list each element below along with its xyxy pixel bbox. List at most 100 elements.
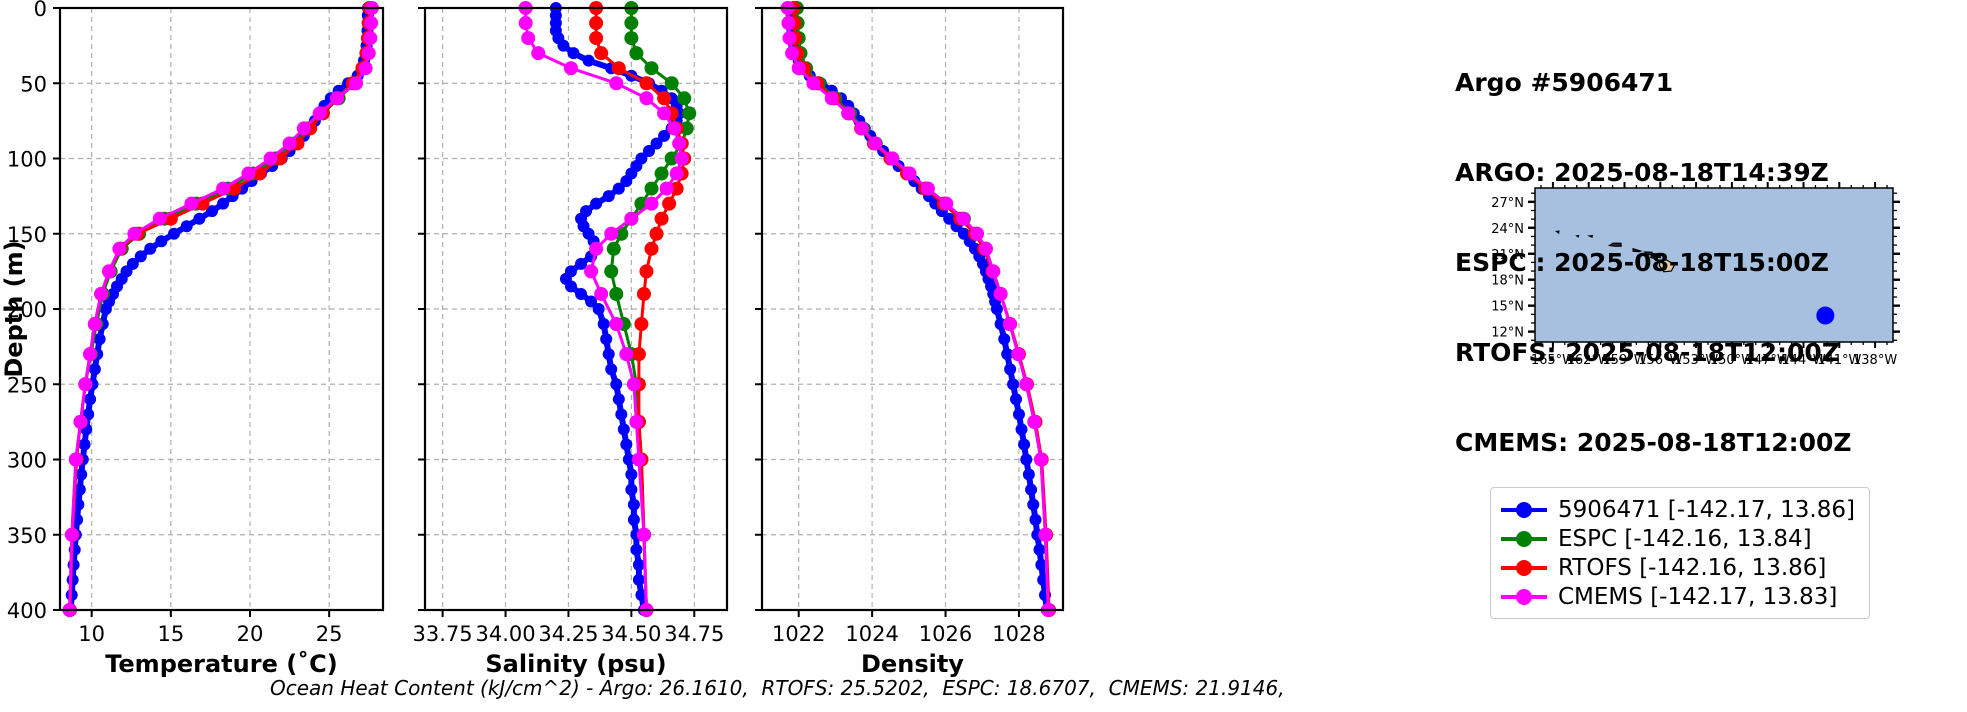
series-marker-cmems (594, 286, 609, 301)
x-tick-label: 25 (316, 622, 343, 646)
map-x-tick-label: 144°W (1781, 353, 1825, 368)
series-marker-5906471 (1012, 408, 1025, 421)
series-marker-5906471 (620, 175, 633, 188)
island-shape (1658, 259, 1676, 273)
map-y-tick-label: 12°N (1491, 326, 1524, 341)
series-marker-5906471 (632, 573, 645, 586)
island-shape (1607, 242, 1622, 247)
series-marker-5906471 (75, 468, 88, 481)
series-marker-cmems (657, 106, 672, 121)
island-shape (1643, 251, 1653, 256)
island-shape (1575, 234, 1580, 238)
series-marker-rtofs (611, 61, 626, 76)
map-x-tick-label: 165°W (1531, 353, 1575, 368)
series-marker-5906471 (1027, 498, 1040, 511)
series-marker-5906471 (1029, 513, 1042, 526)
profile-panel-temperature: 10 15 20 25 Temperature (˚C) 0 50 100 150 200 250 3… (7, 0, 385, 678)
series-marker-5906471 (658, 129, 671, 142)
series-marker-cmems (1002, 317, 1017, 332)
series-marker-cmems (970, 226, 985, 241)
legend-item[interactable]: 5906471 [-142.17, 13.86] (1501, 495, 1855, 524)
series-marker-5906471 (217, 197, 230, 210)
espc-time-line: ESPC : 2025-08-18T15:00Z (1455, 248, 1829, 277)
series-marker-cmems (216, 181, 231, 196)
series-marker-5906471 (575, 287, 588, 300)
series-marker-cmems (782, 31, 797, 46)
map-x-tick-label: 147°W (1746, 353, 1790, 368)
series-marker-cmems (584, 264, 599, 279)
legend-item[interactable]: RTOFS [-142.16, 13.86] (1501, 553, 1855, 582)
series-marker-5906471 (630, 543, 643, 556)
series-marker-5906471 (625, 468, 638, 481)
series-marker-5906471 (998, 333, 1011, 346)
series-marker-espc (604, 264, 619, 279)
y-tick-label: 250 (7, 373, 47, 397)
series-marker-5906471 (144, 242, 157, 255)
series-marker-5906471 (610, 378, 623, 391)
y-tick-label: 350 (7, 524, 47, 548)
y-tick-label: 200 (7, 298, 47, 322)
series-marker-5906471 (943, 212, 956, 225)
legend: 5906471 [-142.17, 13.86] ESPC [-142.16, … (1490, 487, 1870, 619)
series-marker-5906471 (600, 333, 613, 346)
profile-panel-salinity: 33.75 34.00 34.25 34.50 34.75 Salinity (psu) (413, 1, 729, 678)
series-marker-cmems (674, 151, 689, 166)
series-marker-5906471 (632, 558, 645, 571)
series-marker-espc (679, 121, 694, 136)
series-marker-cmems (841, 106, 856, 121)
series-marker-5906471 (627, 498, 640, 511)
series-marker-5906471 (627, 513, 640, 526)
series-marker-5906471 (1015, 423, 1028, 436)
ocean-heat-content-caption: Ocean Heat Content (kJ/cm^2) - Argo: 26.… (270, 676, 1285, 700)
series-marker-espc (654, 166, 669, 181)
series-marker-rtofs (631, 347, 646, 362)
series-marker-rtofs (589, 31, 604, 46)
series-marker-espc (677, 91, 692, 106)
series-marker-rtofs (657, 91, 672, 106)
legend-item[interactable]: ESPC [-142.16, 13.84] (1501, 524, 1855, 553)
series-marker-cmems (868, 136, 883, 151)
map-y-tick-label: 18°N (1491, 274, 1524, 289)
series-marker-5906471 (567, 47, 580, 60)
x-axis-label: Salinity (psu) (485, 650, 666, 678)
series-marker-cmems (531, 46, 546, 61)
float-id-line: Argo #5906471 (1455, 68, 1674, 97)
legend-label: ESPC [-142.16, 13.84] (1558, 525, 1812, 552)
series-marker-5906471 (1010, 393, 1023, 406)
series-marker-cmems (667, 121, 682, 136)
series-marker-cmems (806, 76, 821, 91)
series-marker-cmems (785, 46, 800, 61)
cmems-time-line: CMEMS: 2025-08-18T12:00Z (1455, 428, 1852, 457)
y-tick-label: 400 (7, 599, 47, 623)
series-marker-cmems (361, 46, 376, 61)
legend-swatch-rtofs (1501, 559, 1547, 576)
series-marker-5906471 (612, 182, 625, 195)
series-marker-5906471 (180, 220, 193, 233)
series-marker-rtofs (639, 76, 654, 91)
series-marker-cmems (854, 121, 869, 136)
series-marker-rtofs (589, 16, 604, 31)
map-x-tick-label: 150°W (1710, 353, 1754, 368)
island-shape (1554, 230, 1560, 235)
map-x-tick-label: 138°W (1853, 353, 1897, 368)
series-marker-cmems (78, 377, 93, 392)
legend-item[interactable]: CMEMS [-142.17, 13.83] (1501, 582, 1855, 611)
series-marker-5906471 (605, 363, 618, 376)
series-marker-cmems (659, 181, 674, 196)
y-tick-label: 0 (34, 0, 47, 21)
series-marker-espc (629, 46, 644, 61)
series-marker-5906471 (590, 197, 603, 210)
series-marker-espc (624, 16, 639, 31)
series-marker-cmems (1019, 377, 1034, 392)
series-marker-cmems (364, 16, 379, 31)
series-marker-cmems (68, 452, 83, 467)
series-marker-5906471 (168, 227, 180, 240)
series-marker-espc (664, 151, 679, 166)
series-marker-5906471 (1004, 363, 1017, 376)
series-marker-rtofs (654, 211, 669, 226)
series-marker-cmems (94, 286, 109, 301)
series-marker-5906471 (582, 54, 595, 67)
island-shape (1587, 234, 1593, 239)
series-marker-cmems (589, 241, 604, 256)
series-marker-5906471 (602, 348, 615, 361)
